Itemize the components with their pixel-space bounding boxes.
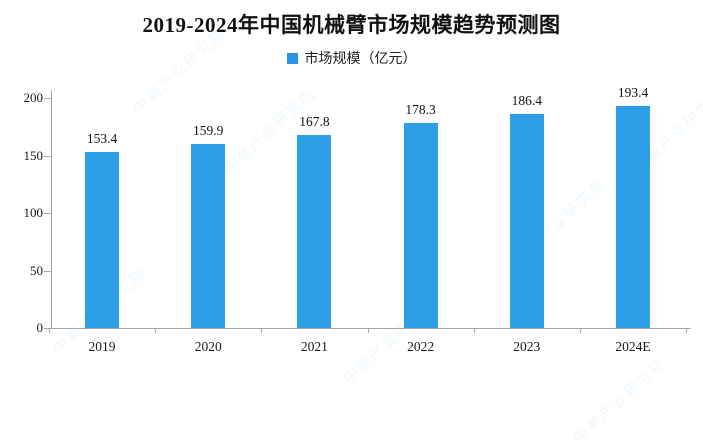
bar-2022 [403,122,438,328]
x-tick [686,328,688,333]
bar-value-label: 193.4 [617,84,649,100]
x-category-label: 2022 [407,339,435,354]
x-tick [367,328,369,333]
chart-title: 2019-2024年中国机械臂市场规模趋势预测图 [142,13,561,37]
y-tick-label: 100 [23,205,44,220]
y-tick [44,213,51,214]
watermark-text: 中商产业研究院 [570,355,671,448]
x-category-label: 2019 [88,339,116,354]
x-tick [579,328,581,333]
legend-label: 市场规模（亿元） [304,52,417,67]
bar-2023 [509,113,544,328]
x-category-label: 2020 [194,339,222,354]
bar-2020 [191,144,226,328]
x-tick [48,328,50,333]
bar-value-label: 153.4 [86,130,118,146]
bar-value-label: 186.4 [511,92,542,108]
x-tick [473,328,475,333]
x-category-label: 2023 [513,339,541,354]
legend: 市场规模（亿元） [0,48,703,68]
x-category-label: 2021 [300,339,328,354]
bar-value-label: 167.8 [299,114,330,130]
legend-swatch-icon [286,52,298,64]
bar-2021 [297,135,332,328]
bar-2019 [85,151,119,328]
y-axis [51,90,52,328]
x-axis [51,328,691,329]
x-category-label: 2024E [615,339,651,354]
bar-chart: 中商产业研究院 中商产业研究院 中商产业研究院 中商产业研究院 中商产业研究院 中商产业研… [0,13,703,448]
x-tick [261,328,263,333]
y-tick [44,328,51,329]
bar-2024E [616,105,650,328]
y-tick-label: 0 [36,320,44,335]
y-tick-label: 150 [23,147,44,163]
y-tick [44,270,51,272]
y-tick-label: 200 [23,90,44,105]
y-tick [44,98,51,99]
bar-value-label: 178.3 [405,101,436,117]
bar-value-label: 159.9 [193,123,224,139]
y-tick [44,155,51,157]
x-tick [155,328,157,333]
y-tick-label: 50 [30,262,43,278]
